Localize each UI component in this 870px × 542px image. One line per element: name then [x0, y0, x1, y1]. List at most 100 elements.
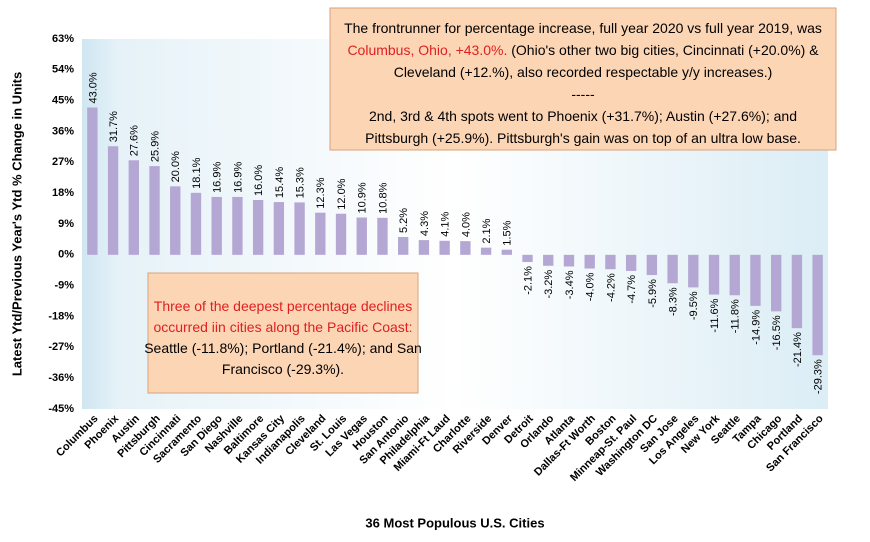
annotation-text: ----- — [571, 86, 595, 102]
bar — [398, 237, 409, 255]
annotation-text: The frontrunner for percentage increase,… — [344, 20, 822, 36]
value-label: 18.1% — [191, 157, 203, 188]
bar — [543, 254, 554, 266]
bar — [605, 254, 616, 270]
annotation-text: Seattle (-11.8%); Portland (-21.4%); and… — [144, 340, 422, 356]
annotation-text: Cleveland (+12.%), also recorded respect… — [394, 64, 773, 80]
y-tick-label: 54% — [52, 64, 74, 76]
annotation-line: Cleveland (+12.%), also recorded respect… — [394, 64, 773, 80]
bar — [708, 254, 720, 295]
annotation-box — [329, 7, 837, 151]
value-label: 16.9% — [212, 162, 224, 193]
annotation-line: The frontrunner for percentage increase,… — [344, 20, 822, 36]
value-label: 12.0% — [336, 178, 348, 209]
bar — [750, 254, 761, 306]
annotation-text: Francisco (-29.3%). — [222, 361, 344, 377]
bar — [170, 186, 181, 255]
y-tick-label: -9% — [54, 280, 74, 292]
annotation-text: occurred iin cities along the Pacific Co… — [153, 319, 412, 335]
value-label: 20.0% — [170, 151, 182, 182]
value-label: 43.0% — [87, 72, 99, 103]
y-tick-label: -27% — [48, 341, 74, 353]
value-label: 4.3% — [419, 211, 431, 236]
bar — [87, 107, 98, 255]
value-label: -21.4% — [792, 332, 804, 367]
bar — [252, 200, 264, 255]
bar — [190, 192, 202, 255]
value-label: 15.4% — [274, 167, 286, 198]
y-tick-label: -45% — [48, 403, 74, 415]
annotation-text: (Ohio's other two big cities, Cincinnati… — [507, 42, 819, 58]
y-tick-label: 63% — [52, 33, 74, 45]
bar — [460, 241, 471, 255]
bar — [688, 254, 699, 288]
value-label: 27.6% — [129, 125, 141, 156]
value-label: -4.2% — [605, 273, 617, 302]
annotation-text: Pittsburgh (+25.9%). Pittsburgh's gain w… — [365, 130, 801, 146]
bar — [377, 217, 388, 255]
value-label: -4.7% — [626, 275, 638, 304]
bar — [563, 254, 575, 267]
y-tick-label: -36% — [48, 372, 74, 384]
y-tick-label: 36% — [52, 125, 74, 137]
value-label: -14.9% — [750, 310, 762, 345]
bar — [439, 240, 450, 255]
annotation-line: Francisco (-29.3%). — [222, 361, 344, 377]
bar — [315, 212, 326, 255]
value-label: 16.0% — [253, 165, 265, 196]
value-label: 5.2% — [398, 208, 410, 233]
bar — [791, 254, 803, 329]
value-label: -11.8% — [730, 299, 742, 333]
value-label: -9.5% — [688, 291, 700, 320]
bar — [771, 254, 782, 312]
value-label: 15.3% — [294, 167, 306, 198]
bar — [335, 213, 347, 255]
annotation-line: Three of the deepest percentage declines — [154, 298, 412, 314]
value-label: -2.1% — [522, 266, 534, 295]
annotation-line: Seattle (-11.8%); Portland (-21.4%); and… — [144, 340, 422, 356]
annotation-box — [147, 272, 419, 394]
value-label: 4.0% — [460, 212, 472, 237]
bar — [211, 196, 222, 255]
bar — [149, 166, 160, 255]
value-label: 4.1% — [440, 211, 452, 236]
bar — [418, 240, 430, 255]
value-label: -3.4% — [564, 270, 576, 299]
bar — [812, 254, 823, 356]
value-label: 10.8% — [377, 182, 389, 213]
value-label: 31.7% — [108, 111, 120, 142]
y-tick-label: 27% — [52, 156, 74, 168]
value-label: -5.9% — [647, 279, 659, 308]
value-label: 16.9% — [232, 162, 244, 193]
value-label: -16.5% — [771, 315, 783, 350]
y-tick-label: 0% — [58, 249, 74, 261]
annotation-line: occurred iin cities along the Pacific Co… — [153, 319, 412, 335]
y-axis-label: Latest Ytd/Previous Year's Ytd % Change … — [9, 72, 24, 376]
bar — [107, 146, 119, 255]
bar — [273, 202, 285, 255]
y-tick-label: 45% — [52, 95, 74, 107]
annotation-line: 2nd, 3rd & 4th spots went to Phoenix (+3… — [369, 108, 797, 124]
annotation-line: Columbus, Ohio, +43.0%. (Ohio's other tw… — [347, 42, 819, 58]
annotation-text: Columbus, Ohio, +43.0%. — [347, 42, 507, 58]
annotation-text: Three of the deepest percentage declines — [154, 298, 412, 314]
value-label: 2.1% — [481, 218, 493, 243]
bar — [584, 254, 595, 269]
bar — [501, 249, 512, 255]
annotation-line: Pittsburgh (+25.9%). Pittsburgh's gain w… — [365, 130, 801, 146]
bar — [646, 254, 658, 276]
y-tick-label: 9% — [58, 218, 74, 230]
bar — [356, 217, 367, 255]
bar — [729, 254, 740, 296]
value-label: 1.5% — [502, 220, 514, 245]
y-tick-label: -18% — [48, 310, 74, 322]
y-tick-label: 18% — [52, 187, 74, 199]
bar — [625, 254, 637, 271]
bar — [522, 254, 533, 263]
value-label: 12.3% — [315, 177, 327, 208]
bar — [667, 254, 678, 284]
value-label: -3.2% — [543, 270, 555, 299]
annotation-text: 2nd, 3rd & 4th spots went to Phoenix (+3… — [369, 108, 797, 124]
value-label: -11.6% — [709, 298, 721, 332]
